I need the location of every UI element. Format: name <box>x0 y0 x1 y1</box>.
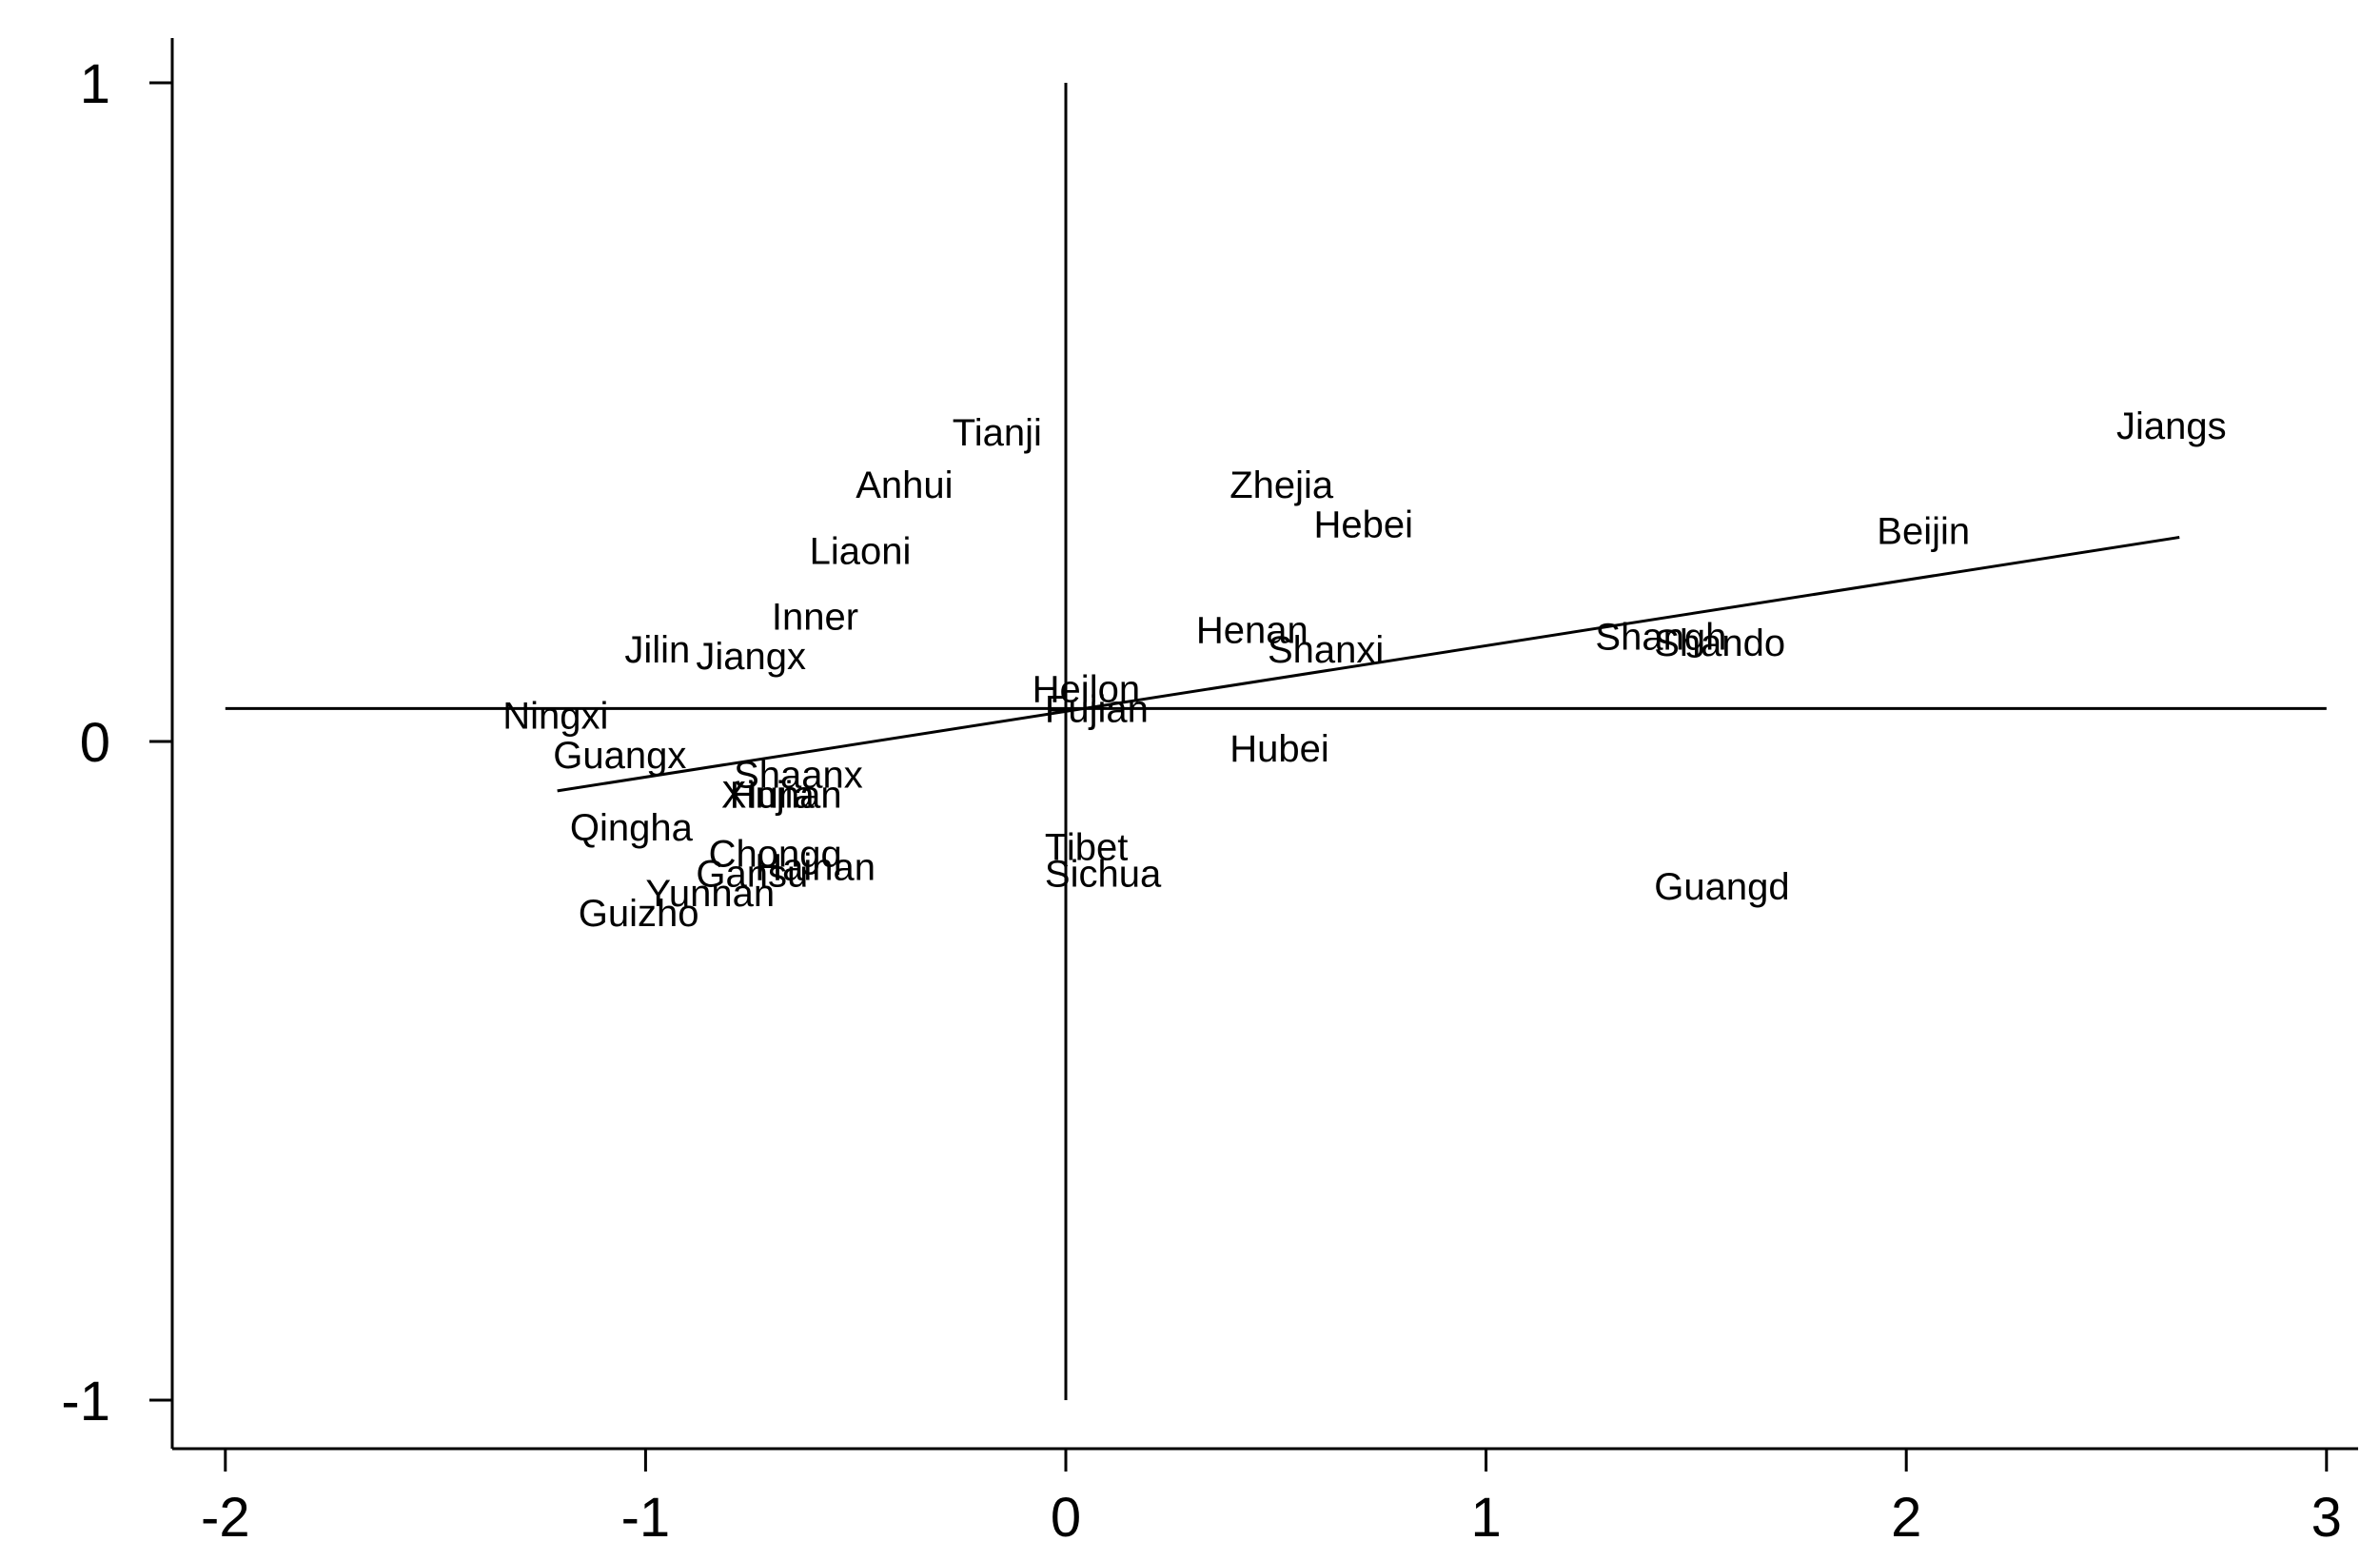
reference-lines <box>225 83 2327 1400</box>
fit-line-layer <box>557 535 2180 793</box>
y-tick-label: 1 <box>80 53 110 115</box>
point-label: Shando <box>1654 622 1785 664</box>
point-label: Tianji <box>953 412 1042 454</box>
point-label: Anhui <box>856 464 953 506</box>
point-label: Shanxi <box>1268 629 1384 671</box>
point-label: Liaoni <box>810 530 912 572</box>
x-tick-label: -2 <box>201 1487 250 1549</box>
point-label: Hainan <box>755 846 875 888</box>
x-tick-label: 3 <box>2311 1487 2342 1549</box>
point-label: Hubei <box>1229 728 1329 770</box>
point-label: Zhejia <box>1229 464 1334 506</box>
x-tick-label: -1 <box>621 1487 671 1549</box>
point-label: Chongq <box>709 834 842 876</box>
point-label: Beijin <box>1877 511 1970 553</box>
x-axis-ticks: -2 -1 0 1 2 3 <box>201 1449 2342 1549</box>
point-label: Yunnan <box>645 873 775 915</box>
point-label: Qingha <box>570 807 694 849</box>
point-label: Heilon <box>1033 669 1140 711</box>
point-label: Guizho <box>579 893 699 935</box>
point-label: Shaanx <box>734 755 863 797</box>
point-label: Shangh <box>1595 616 1726 658</box>
x-tick-label: 2 <box>1891 1487 1921 1549</box>
x-tick-label: 1 <box>1470 1487 1501 1549</box>
point-label: Fujian <box>1045 688 1149 730</box>
point-label: Ningxi <box>502 695 608 737</box>
point-label: Tibet <box>1045 827 1128 869</box>
y-tick-label: -1 <box>61 1371 110 1433</box>
y-axis-ticks: -1 0 1 <box>61 53 172 1433</box>
point-label: Jiangs <box>2116 405 2227 447</box>
fitted-line <box>557 535 2180 793</box>
point-label: Guangd <box>1654 866 1789 908</box>
x-tick-label: 0 <box>1051 1487 1081 1549</box>
point-label: Henan <box>1196 609 1308 651</box>
point-label: Xinjia <box>721 774 816 816</box>
point-label: Guangx <box>553 735 686 777</box>
point-label: Gansu <box>696 853 808 895</box>
y-tick-label: 0 <box>80 712 110 774</box>
point-label: Inner <box>772 597 858 639</box>
point-label: Sichua <box>1045 853 1162 895</box>
point-label: Jiangx <box>696 636 806 678</box>
point-label: Jilin <box>624 629 690 671</box>
point-label: Hebei <box>1314 504 1414 546</box>
point-label: Hunan <box>730 774 842 816</box>
